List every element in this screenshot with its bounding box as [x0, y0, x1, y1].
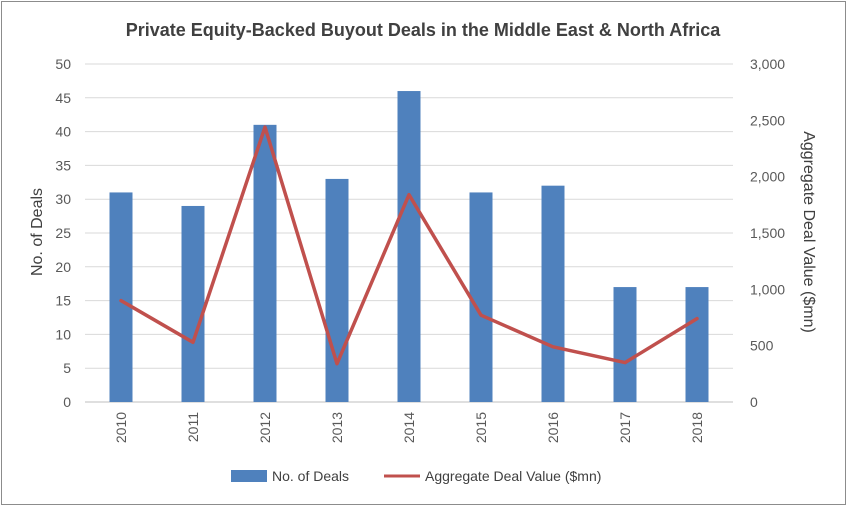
bar-2010 [109, 192, 133, 402]
chart-title: Private Equity-Backed Buyout Deals in th… [126, 20, 721, 40]
right-tick-label: 0 [750, 394, 758, 410]
left-tick-label: 40 [55, 124, 71, 140]
x-tick-label: 2010 [113, 412, 129, 443]
left-tick-label: 30 [55, 191, 71, 207]
left-axis-ticks: 0 5 10 15 20 25 30 35 40 45 50 [55, 56, 71, 410]
bar-2014 [397, 91, 421, 402]
x-tick-label: 2016 [545, 412, 561, 443]
left-tick-label: 35 [55, 157, 71, 173]
bar-2018 [685, 287, 709, 402]
legend-swatch-deals [231, 470, 267, 482]
x-tick-label: 2014 [401, 412, 417, 443]
bar-2013 [325, 178, 349, 402]
x-axis-ticks: 2010 2011 2012 2013 2014 2015 2016 2017 2018 [113, 412, 705, 443]
left-tick-label: 10 [55, 326, 71, 342]
x-tick-label: 2012 [257, 412, 273, 443]
bar-2015 [469, 192, 493, 402]
left-tick-label: 20 [55, 259, 71, 275]
bar-2017 [613, 287, 637, 402]
legend-label-value: Aggregate Deal Value ($mn) [425, 468, 601, 484]
x-tick-label: 2015 [473, 412, 489, 443]
right-tick-label: 2,500 [750, 112, 785, 128]
left-tick-label: 5 [63, 360, 71, 376]
right-tick-label: 2,000 [750, 169, 785, 185]
value-line [119, 125, 699, 366]
legend-label-deals: No. of Deals [272, 468, 349, 484]
right-tick-label: 3,000 [750, 56, 785, 72]
bar-2012 [253, 124, 277, 402]
x-tick-label: 2018 [689, 412, 705, 443]
right-tick-label: 500 [750, 338, 774, 354]
right-tick-label: 1,500 [750, 225, 785, 241]
line-series [119, 125, 699, 366]
y-axis-title: No. of Deals [29, 188, 46, 276]
right-tick-label: 1,000 [750, 281, 785, 297]
left-tick-label: 25 [55, 225, 71, 241]
left-tick-label: 0 [63, 394, 71, 410]
bar-series [109, 91, 709, 402]
left-tick-label: 45 [55, 90, 71, 106]
x-tick-label: 2013 [329, 412, 345, 443]
bar-2011 [181, 205, 205, 402]
legend: No. of Deals Aggregate Deal Value ($mn) [231, 468, 601, 484]
left-tick-label: 15 [55, 293, 71, 309]
bar-2016 [541, 185, 565, 402]
left-tick-label: 50 [55, 56, 71, 72]
right-axis-ticks: 0 500 1,000 1,500 2,000 2,500 3,000 [750, 56, 785, 410]
y2-axis-title: Aggregate Deal Value ($mn) [800, 131, 817, 333]
x-tick-label: 2011 [185, 412, 201, 442]
x-tick-label: 2017 [617, 412, 633, 443]
